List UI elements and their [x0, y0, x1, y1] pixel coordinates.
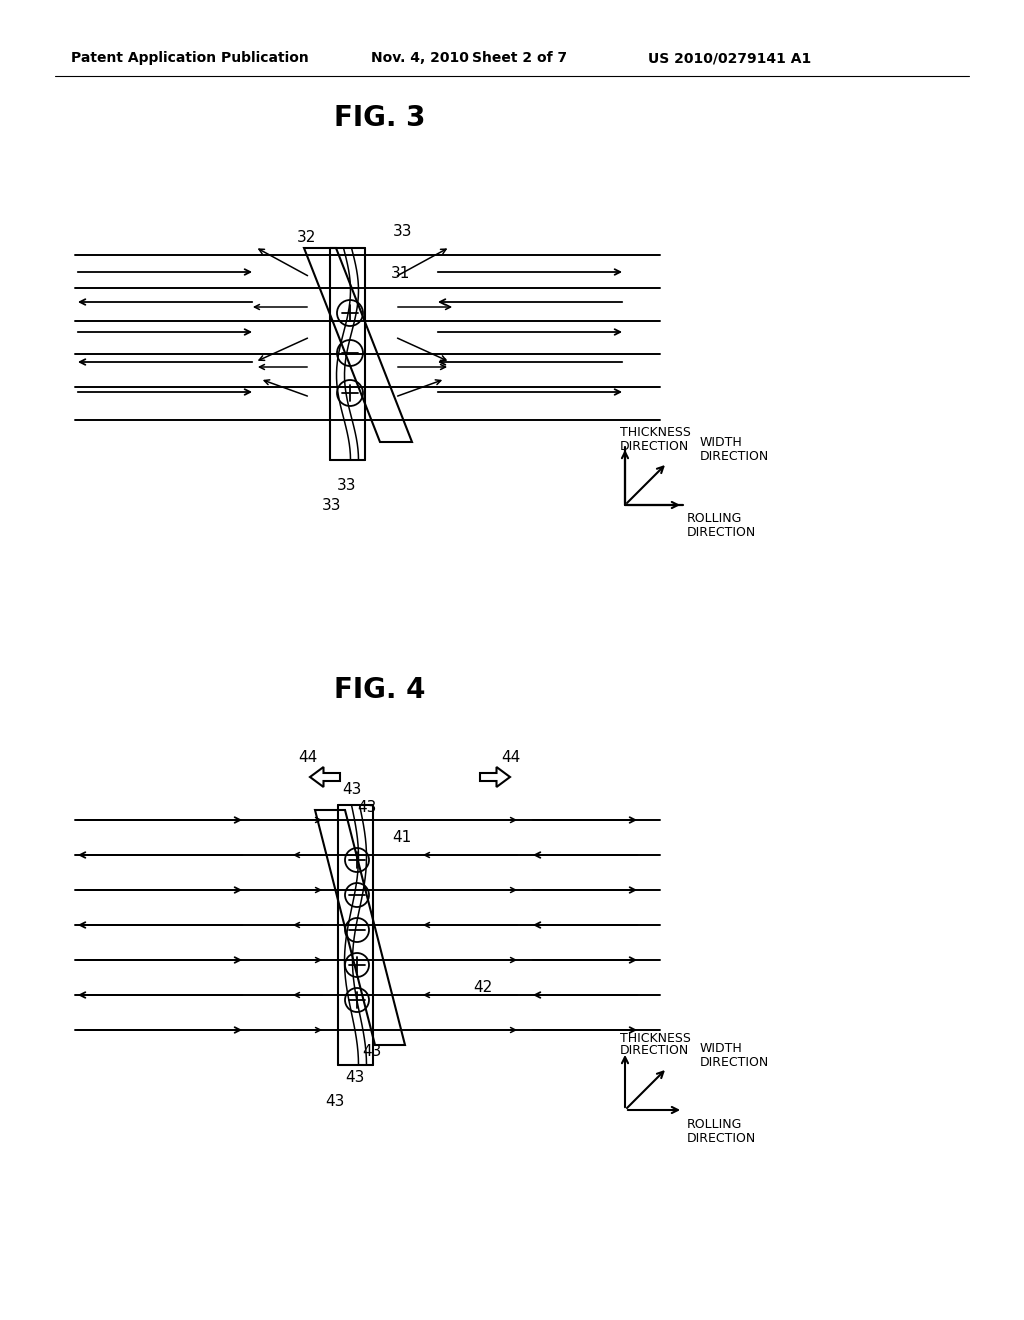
Text: ROLLING: ROLLING	[687, 512, 742, 525]
Text: 42: 42	[473, 979, 493, 994]
Text: 43: 43	[362, 1044, 382, 1060]
Text: DIRECTION: DIRECTION	[700, 1056, 769, 1068]
Text: THICKNESS: THICKNESS	[620, 1031, 691, 1044]
Text: 31: 31	[390, 265, 410, 281]
Text: 44: 44	[298, 750, 317, 764]
Text: Patent Application Publication: Patent Application Publication	[71, 51, 309, 65]
Text: WIDTH: WIDTH	[700, 1041, 742, 1055]
Text: 44: 44	[502, 750, 520, 764]
Text: Nov. 4, 2010: Nov. 4, 2010	[371, 51, 469, 65]
Text: FIG. 4: FIG. 4	[334, 676, 426, 704]
Text: DIRECTION: DIRECTION	[687, 527, 757, 540]
Text: WIDTH: WIDTH	[700, 437, 742, 450]
Text: DIRECTION: DIRECTION	[620, 440, 689, 453]
Text: US 2010/0279141 A1: US 2010/0279141 A1	[648, 51, 812, 65]
Text: THICKNESS: THICKNESS	[620, 426, 691, 440]
Text: DIRECTION: DIRECTION	[687, 1131, 757, 1144]
Text: FIG. 3: FIG. 3	[334, 104, 426, 132]
Text: 32: 32	[296, 231, 315, 246]
Text: 41: 41	[392, 829, 412, 845]
Text: Sheet 2 of 7: Sheet 2 of 7	[472, 51, 567, 65]
Text: 43: 43	[326, 1094, 345, 1110]
Text: 33: 33	[393, 224, 413, 239]
Text: 43: 43	[342, 781, 361, 796]
Text: ROLLING: ROLLING	[687, 1118, 742, 1130]
Text: 43: 43	[345, 1069, 365, 1085]
Text: DIRECTION: DIRECTION	[700, 450, 769, 463]
Text: 33: 33	[337, 478, 356, 492]
Text: 33: 33	[323, 498, 342, 512]
Text: DIRECTION: DIRECTION	[620, 1044, 689, 1057]
Text: 43: 43	[357, 800, 377, 814]
